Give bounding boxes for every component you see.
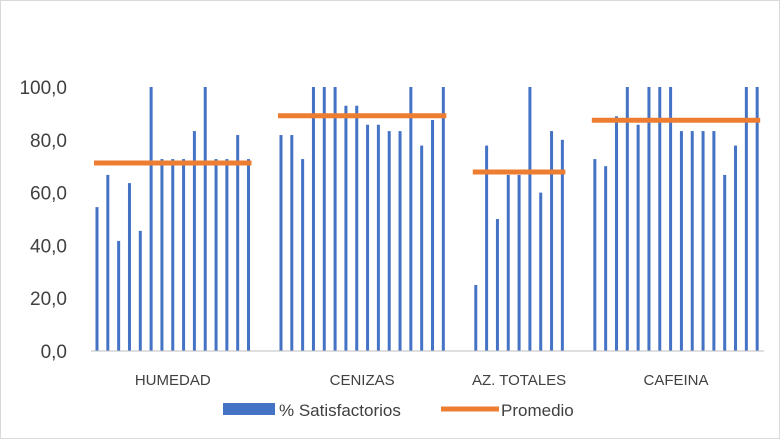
bar-humedad-10 <box>192 131 196 351</box>
legend-bar-swatch <box>223 403 275 415</box>
y-tick-label: 60,0 <box>30 184 67 205</box>
bar-az-totales-2 <box>485 145 489 351</box>
average-lines <box>94 113 761 175</box>
bar-cafeina-15 <box>744 87 748 351</box>
bar-cenizas-13 <box>409 87 413 351</box>
bar-az-totales-3 <box>495 219 499 351</box>
bar-humedad-13 <box>225 159 229 351</box>
legend-label-satisfactorios: % Satisfactorios <box>279 401 401 420</box>
bar-cenizas-7 <box>344 105 348 351</box>
bar-humedad-9 <box>182 159 186 351</box>
bar-cenizas-11 <box>387 131 391 351</box>
bar-cafeina-1 <box>593 159 597 351</box>
bar-humedad-14 <box>236 135 240 351</box>
bar-cafeina-2 <box>604 166 608 351</box>
bar-humedad-6 <box>149 87 153 351</box>
bar-cenizas-10 <box>376 124 380 351</box>
bar-cafeina-11 <box>701 131 705 351</box>
bar-cenizas-5 <box>322 87 326 351</box>
bars <box>95 87 759 351</box>
bar-cafeina-9 <box>679 131 683 351</box>
bar-cenizas-1 <box>279 135 283 351</box>
bar-cenizas-3 <box>301 159 305 351</box>
y-tick-label: 100,0 <box>19 78 67 99</box>
bar-cafeina-14 <box>734 145 738 351</box>
bar-cafeina-13 <box>723 174 727 351</box>
bar-cenizas-8 <box>355 105 359 351</box>
y-tick-label: 0,0 <box>41 342 67 363</box>
bar-humedad-1 <box>95 207 99 351</box>
bar-humedad-5 <box>138 230 142 351</box>
category-label: CENIZAS <box>330 372 395 389</box>
category-labels: HUMEDAD CENIZAS AZ. TOTALES CAFEINA <box>135 372 709 389</box>
bar-cenizas-2 <box>290 135 294 351</box>
bar-az-totales-1 <box>474 285 478 351</box>
bar-cenizas-15 <box>431 120 434 351</box>
bar-humedad-2 <box>106 174 110 351</box>
bar-cenizas-6 <box>333 87 337 351</box>
bar-humedad-15 <box>247 159 251 351</box>
bar-cafeina-12 <box>712 131 716 351</box>
bar-az-totales-8 <box>550 131 554 351</box>
y-tick-label: 40,0 <box>30 236 67 257</box>
bar-cenizas-12 <box>398 131 402 351</box>
y-axis-ticks: 0,0 20,0 40,0 60,0 80,0 100,0 <box>19 78 67 363</box>
bar-az-totales-6 <box>528 87 532 351</box>
bar-humedad-11 <box>203 87 207 351</box>
bar-cafeina-4 <box>625 87 629 351</box>
category-label: AZ. TOTALES <box>472 372 566 389</box>
bar-cafeina-5 <box>636 124 640 351</box>
bar-cafeina-7 <box>658 87 662 351</box>
bar-cenizas-9 <box>366 124 370 351</box>
category-label: HUMEDAD <box>135 372 211 389</box>
bar-humedad-3 <box>117 240 121 351</box>
bar-cenizas-16 <box>441 87 445 351</box>
bar-az-totales-7 <box>539 192 543 351</box>
bar-cafeina-3 <box>614 116 618 351</box>
bar-cenizas-4 <box>311 87 315 351</box>
bar-cafeina-8 <box>669 87 673 351</box>
bar-cafeina-6 <box>647 87 651 351</box>
bar-az-totales-5 <box>517 174 521 351</box>
bar-humedad-4 <box>127 183 131 351</box>
category-label: CAFEINA <box>644 372 709 389</box>
bar-humedad-7 <box>160 159 164 351</box>
bar-humedad-12 <box>214 159 218 351</box>
legend: % Satisfactorios Promedio <box>223 401 574 420</box>
legend-label-promedio: Promedio <box>501 401 574 420</box>
bar-az-totales-4 <box>506 174 510 351</box>
bar-az-totales-9 <box>560 139 564 351</box>
bar-humedad-8 <box>171 159 175 351</box>
bar-cafeina-16 <box>755 87 759 351</box>
bar-cenizas-14 <box>420 145 424 351</box>
y-tick-label: 80,0 <box>30 131 67 152</box>
bar-cafeina-10 <box>690 131 694 351</box>
y-tick-label: 20,0 <box>30 289 67 310</box>
